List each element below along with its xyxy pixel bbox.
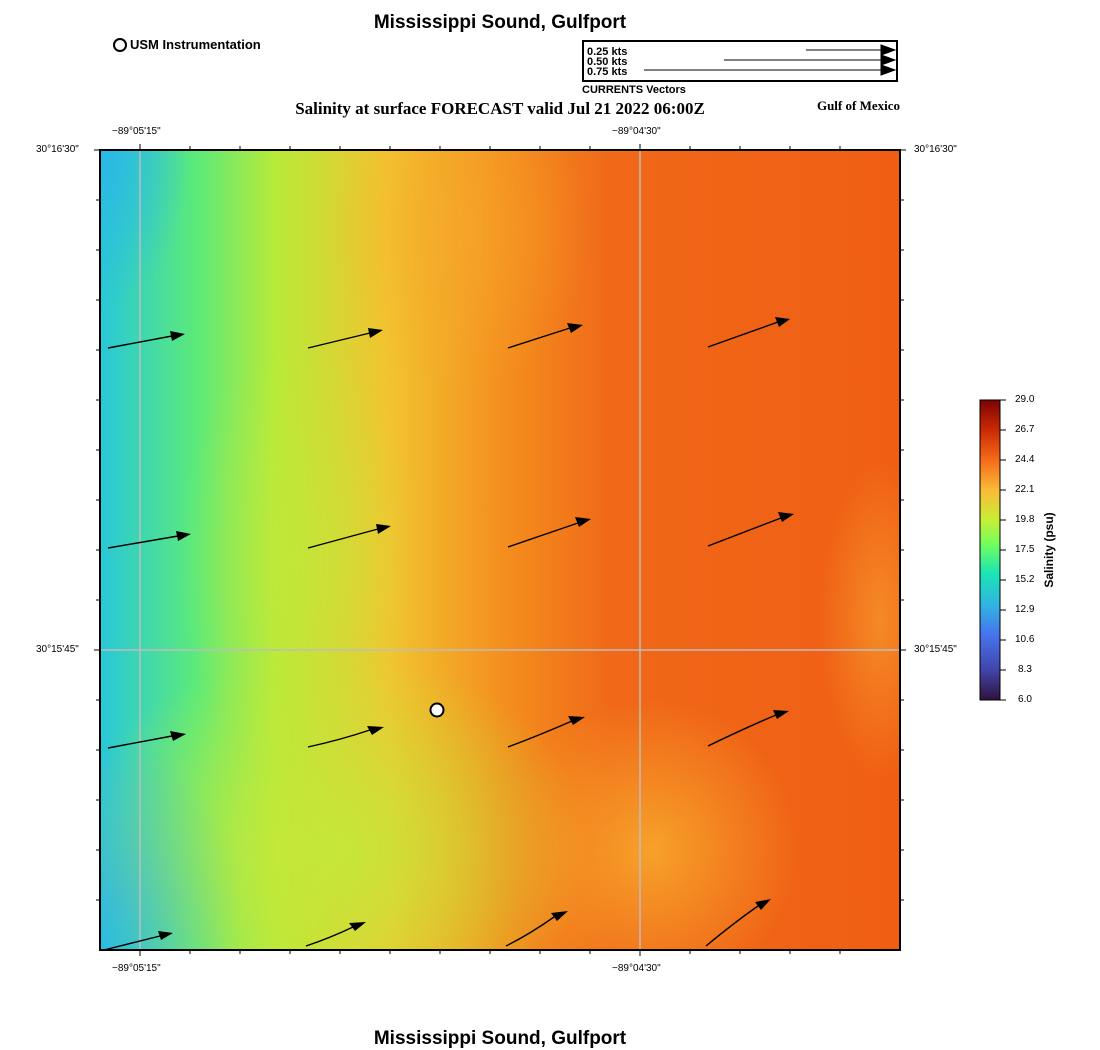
lat-tick-right-2: 30°15'45"	[914, 644, 957, 655]
colorbar-tick-label: 24.4	[1015, 454, 1035, 465]
lon-tick-bottom-1: −89°05'15"	[112, 963, 161, 974]
colorbar-tick-label: 12.9	[1015, 604, 1035, 615]
map-ticks	[94, 144, 906, 956]
map-footer-title: Mississippi Sound, Gulfport	[373, 1028, 627, 1049]
vector-legend-arrows	[644, 44, 896, 76]
current-arrow	[305, 926, 354, 947]
map-grid	[100, 150, 900, 950]
colorbar-tick-label: 6.0	[1018, 694, 1032, 705]
current-arrow	[707, 321, 779, 348]
vector-legend-caption: CURRENTS Vectors	[582, 84, 686, 96]
vector-legend-arrowhead-3	[880, 64, 896, 76]
station-legend-label: USM Instrumentation	[130, 37, 261, 52]
colorbar-tick-label: 19.8	[1015, 514, 1035, 525]
vector-legend-label-3: 0.75 kts	[587, 66, 628, 78]
current-arrow	[507, 720, 573, 748]
vector-legend-arrowhead-2	[880, 54, 896, 66]
current-arrow	[107, 335, 173, 349]
colorbar-title-wrap: Salinity (psu)	[1042, 512, 1056, 587]
current-arrow	[507, 522, 579, 548]
region-label: Gulf of Mexico	[816, 98, 900, 113]
lon-tick-top-2: −89°04'30"	[612, 126, 661, 137]
salinity-field	[100, 150, 900, 950]
current-arrow	[307, 528, 379, 549]
current-arrow	[707, 714, 777, 747]
colorbar-ticks	[1000, 399, 1006, 701]
vector-legend-label-2: 0.50 kts	[587, 56, 628, 68]
lon-tick-bottom-2: −89°04'30"	[612, 963, 661, 974]
current-arrow	[505, 916, 555, 947]
station-legend: USM Instrumentation	[113, 37, 261, 52]
station-marker-icon	[113, 37, 127, 52]
current-vectors	[103, 321, 782, 951]
lat-tick-left-1: 30°16'30"	[36, 144, 79, 155]
vector-legend-box: 0.25 kts 0.50 kts 0.75 kts	[582, 40, 898, 82]
usm-station-marker[interactable]	[429, 702, 445, 718]
colorbar-scale	[979, 399, 1001, 701]
lat-tick-left-2: 30°15'45"	[36, 644, 79, 655]
lon-tick-top-1: −89°05'15"	[112, 126, 161, 137]
colorbar-tick-label: 22.1	[1015, 484, 1035, 495]
current-arrow	[507, 327, 571, 349]
colorbar-tick-label: 17.5	[1015, 544, 1035, 555]
current-arrow	[307, 332, 371, 349]
colorbar-tick-label: 10.6	[1015, 634, 1035, 645]
map-title: Mississippi Sound, Gulfport	[373, 12, 627, 33]
current-arrow	[107, 535, 179, 549]
map-subtitle: Salinity at surface FORECAST valid Jul 2…	[295, 99, 705, 118]
current-arrow	[307, 729, 371, 748]
current-arrow	[707, 517, 782, 547]
colorbar-tick-label: 29.0	[1015, 394, 1035, 405]
colorbar-tick-label: 26.7	[1015, 424, 1035, 435]
colorbar-title: Salinity (psu)	[1042, 512, 1056, 587]
current-arrow	[107, 735, 173, 749]
colorbar-tick-label: 8.3	[1018, 664, 1032, 675]
lat-tick-right-1: 30°16'30"	[914, 144, 957, 155]
current-arrowheads	[158, 317, 794, 940]
vector-legend-arrowhead-1	[880, 44, 896, 56]
current-arrow	[103, 935, 161, 951]
current-arrow	[705, 905, 759, 947]
colorbar-tick-label: 15.2	[1015, 574, 1035, 585]
vector-legend-label-1: 0.25 kts	[587, 46, 628, 58]
